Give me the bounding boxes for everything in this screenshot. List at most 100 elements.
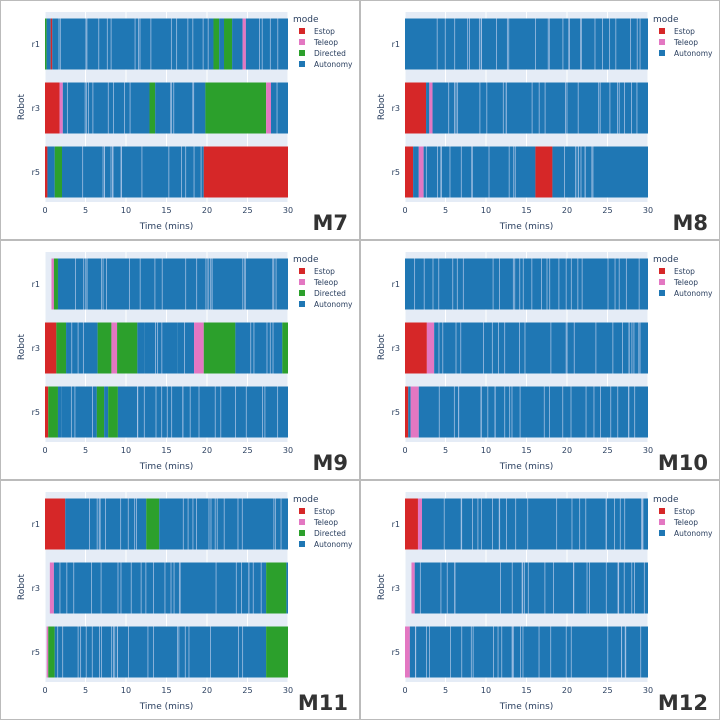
x-tick-label: 5 (443, 446, 448, 455)
x-tick-label: 25 (242, 206, 252, 215)
bar-segment-r5-autonomy (62, 146, 204, 198)
bar-segment-r1-directed (146, 498, 160, 550)
legend-swatch-autonomy (659, 50, 665, 56)
y-tick-label: r1 (32, 520, 40, 529)
x-axis-title: Time (mins) (499, 462, 554, 472)
legend-swatch-estop (659, 508, 665, 514)
y-tick-label: r5 (32, 168, 40, 177)
bar-segment-r3-autonomy (286, 562, 288, 614)
x-tick-label: 30 (283, 446, 293, 455)
legend-label-directed: Directed (314, 289, 346, 298)
legend-swatch-autonomy (299, 61, 305, 67)
panel-label: M8 (672, 211, 708, 235)
x-tick-label: 20 (202, 686, 212, 695)
legend-swatch-autonomy (299, 301, 305, 307)
x-tick-label: 15 (161, 446, 171, 455)
bar-segment-r3-directed (56, 322, 67, 374)
bar-segment-r1-directed (53, 258, 58, 310)
bar-segment-r3-teleop (59, 82, 63, 134)
x-tick-label: 20 (562, 206, 572, 215)
y-tick-label: r3 (392, 584, 400, 593)
bar-segment-r5-teleop (405, 626, 410, 678)
bar-segment-r3-directed (205, 82, 267, 134)
x-tick-label: 15 (161, 686, 171, 695)
x-tick-label: 5 (443, 686, 448, 695)
legend-label-autonomy: Autonomy (314, 300, 353, 309)
bar-segment-r3-teleop (426, 322, 435, 374)
x-tick-label: 15 (161, 206, 171, 215)
bar-segment-r5-autonomy (117, 386, 289, 438)
bar-segment-r3-autonomy (177, 322, 195, 374)
bar-segment-r5-autonomy (423, 146, 536, 198)
legend-label-estop: Estop (674, 267, 695, 276)
legend-label-teleop: Teleop (673, 278, 698, 287)
y-tick-label: r1 (392, 40, 400, 49)
x-tick-label: 0 (42, 446, 47, 455)
chart-panel-m12: r1 r3 r5 0 5 10 15 20 25 30 Time (mins) Robot mode Es… (360, 480, 720, 720)
x-tick-label: 30 (643, 446, 653, 455)
bar-segment-r1-autonomy (57, 258, 289, 310)
legend-title: mode (293, 495, 319, 505)
chart-panel-m8: r1 r3 r5 0 5 10 15 20 25 30 Time (mins) Robot mode Es… (360, 0, 720, 240)
x-tick-label: 10 (121, 206, 131, 215)
x-axis-title: Time (mins) (139, 222, 194, 232)
bar-segment-r3-autonomy (432, 82, 648, 134)
legend-swatch-teleop (659, 279, 665, 285)
bar-segment-r5-directed (266, 626, 288, 678)
x-tick-label: 25 (602, 446, 612, 455)
bar-segment-r3-autonomy (414, 562, 648, 614)
x-tick-label: 20 (562, 686, 572, 695)
x-tick-label: 0 (402, 446, 407, 455)
bar-segment-r1-directed (213, 18, 220, 70)
bar-segment-r3-teleop (194, 322, 204, 374)
legend-swatch-autonomy (299, 541, 305, 547)
legend-swatch-estop (659, 28, 665, 34)
y-tick-label: r3 (32, 344, 40, 353)
bar-segment-r5-teleop (46, 626, 49, 678)
legend-label-estop: Estop (674, 27, 695, 36)
bar-segment-r3-directed (97, 322, 112, 374)
y-tick-label: r5 (392, 168, 400, 177)
bar-segment-r1-autonomy (232, 18, 243, 70)
y-axis-title: Robot (17, 573, 27, 600)
bar-segment-r5-autonomy (104, 386, 109, 438)
legend-label-teleop: Teleop (673, 518, 698, 527)
x-axis-title: Time (mins) (139, 702, 194, 712)
panel-label: M10 (658, 451, 708, 475)
bar-segment-r3-estop (405, 322, 427, 374)
x-tick-label: 25 (242, 686, 252, 695)
bar-segment-r3-estop (45, 322, 57, 374)
bar-segment-r3-autonomy (426, 82, 430, 134)
x-axis-title: Time (mins) (139, 462, 194, 472)
bar-segment-r1-estop (405, 498, 418, 550)
x-tick-label: 25 (242, 446, 252, 455)
x-axis-title: Time (mins) (499, 702, 554, 712)
panel-label: M11 (298, 691, 348, 715)
y-tick-label: r5 (32, 648, 40, 657)
legend-swatch-teleop (659, 39, 665, 45)
bar-segment-r5-teleop (410, 386, 419, 438)
bar-segment-r5-estop (405, 386, 409, 438)
x-tick-label: 10 (481, 206, 491, 215)
x-tick-label: 10 (121, 686, 131, 695)
bar-segment-r3-estop (405, 82, 427, 134)
legend-title: mode (293, 15, 319, 25)
legend-label-estop: Estop (314, 27, 335, 36)
x-tick-label: 20 (202, 446, 212, 455)
chart-panel-m7: r1 r3 r5 0 5 10 15 20 25 30 Time (mins) Robot mode Es… (0, 0, 360, 240)
bar-segment-r3-autonomy (62, 82, 150, 134)
legend-swatch-teleop (299, 279, 305, 285)
bar-segment-r3-teleop (49, 562, 54, 614)
y-tick-label: r1 (392, 280, 400, 289)
legend-swatch-teleop (299, 519, 305, 525)
x-tick-label: 5 (83, 446, 88, 455)
bar-segment-r5-directed (48, 626, 55, 678)
bar-segment-r3-autonomy (434, 322, 648, 374)
y-tick-label: r5 (392, 648, 400, 657)
chart-panel-m10: r1 r3 r5 0 5 10 15 20 25 30 Time (mins) Robot mode Es… (360, 240, 720, 480)
bar-segment-r3-directed (203, 322, 236, 374)
y-axis-title: Robot (377, 93, 387, 120)
bar-segment-r1-estop (50, 18, 53, 70)
x-tick-label: 5 (83, 206, 88, 215)
bar-segment-r1-autonomy (159, 498, 288, 550)
